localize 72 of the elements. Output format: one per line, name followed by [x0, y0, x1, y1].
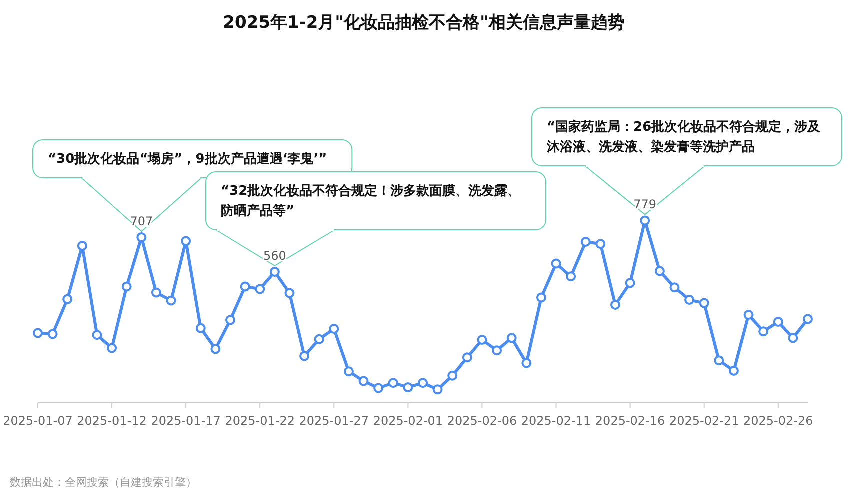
point [699, 298, 710, 308]
point [196, 323, 206, 334]
point [329, 324, 340, 334]
point [388, 378, 398, 388]
point [270, 266, 280, 277]
point [625, 278, 636, 288]
point [640, 216, 650, 226]
point [314, 334, 324, 344]
point [506, 333, 517, 344]
x-tick-label: 2025-02-21 [669, 414, 740, 428]
point [48, 329, 58, 340]
point [610, 300, 620, 310]
point [33, 328, 43, 338]
annotation: “国家药监局：26批次化妆品不符合规定，涉及沐浴液、洗发液、染发膏等洗护产品 [546, 119, 822, 155]
point [77, 240, 88, 251]
x-tick-label: 2025-01-22 [225, 414, 295, 428]
point [374, 383, 384, 394]
point [403, 382, 414, 393]
annotation: “32批次化妆品不符合规定！涉多款面膜、洗发露、防晒产品等” [221, 183, 521, 219]
point [803, 314, 813, 324]
point [477, 335, 488, 346]
point [551, 258, 562, 269]
annotation: “30批次化妆品“塌房”，9批次产品遭遇‘李鬼’” [48, 151, 328, 167]
point [758, 326, 769, 337]
point [62, 294, 73, 304]
point [122, 282, 132, 292]
chart-title: 2025年1-2月"化妆品抽检不合格"相关信息声量趋势 [223, 13, 625, 33]
x-tick-label: 2025-01-17 [151, 414, 221, 428]
point [492, 346, 502, 356]
x-tick-label: 2025-01-07 [3, 414, 73, 428]
x-tick-label: 2025-02-26 [744, 414, 814, 428]
point [448, 370, 458, 381]
point [728, 366, 739, 376]
point [240, 282, 250, 292]
point [744, 310, 754, 320]
point [566, 272, 576, 282]
point [300, 351, 310, 362]
x-tick-label: 2025-02-16 [595, 414, 666, 428]
point [151, 288, 162, 298]
point [210, 344, 221, 354]
data-label: 779 [634, 198, 657, 212]
point [580, 236, 591, 247]
point [522, 358, 532, 368]
point [788, 333, 798, 344]
data-label: 707 [130, 214, 154, 229]
point [462, 352, 472, 363]
point [92, 330, 102, 340]
x-tick-label: 2025-02-06 [447, 414, 518, 428]
point [284, 288, 295, 298]
point [226, 315, 236, 326]
point [418, 378, 428, 388]
x-tick-label: 2025-01-27 [299, 414, 370, 428]
point [714, 356, 724, 366]
point [358, 376, 369, 386]
data-label: 560 [263, 248, 286, 263]
point [107, 343, 118, 354]
x-tick-label: 2025-02-01 [373, 414, 444, 428]
x-tick-label: 2025-01-12 [77, 414, 147, 428]
point [536, 292, 546, 303]
point [684, 295, 695, 306]
x-tick-label: 2025-02-11 [521, 414, 592, 428]
point [596, 239, 606, 250]
point [166, 296, 176, 306]
point [255, 284, 266, 294]
point [432, 384, 443, 395]
point [181, 236, 192, 246]
point [136, 232, 147, 243]
point [773, 317, 784, 328]
point [670, 282, 680, 293]
point [654, 266, 665, 276]
point [344, 366, 354, 377]
text: 数据出处：全网搜索（自建搜索引擎） [10, 476, 197, 489]
